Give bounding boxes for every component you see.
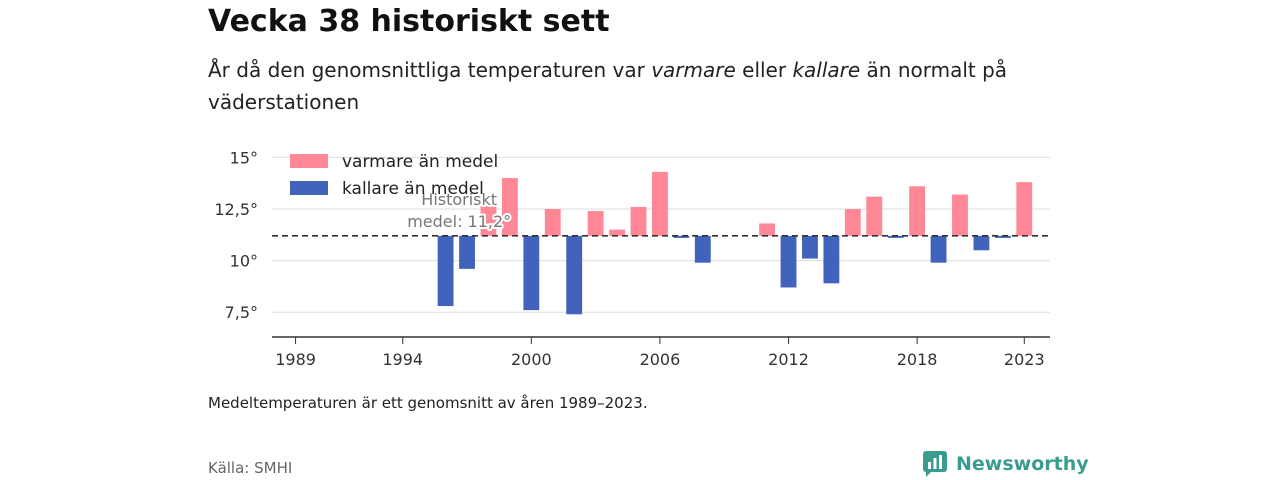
bar-cold (673, 235, 690, 238)
x-tick-label: 2023 (1004, 350, 1045, 369)
bar-warm (651, 171, 668, 236)
y-tick-label: 12,5° (214, 200, 258, 219)
bar-warm (587, 211, 604, 236)
bar-cold (566, 235, 583, 315)
bar-cold (802, 235, 818, 259)
chart-title: Vecka 38 historiskt sett (208, 4, 610, 39)
x-tick-label: 1994 (382, 350, 423, 369)
bar-warm (1016, 182, 1033, 236)
bar-cold (823, 235, 840, 284)
bar-warm (952, 194, 968, 236)
chart-source: Källa: SMHI (208, 459, 293, 477)
bar-warm (759, 223, 776, 236)
newsworthy-logo-icon (923, 451, 947, 477)
subtitle-text-1: År då den genomsnittliga temperaturen va… (208, 58, 652, 82)
x-tick-label: 1989 (275, 350, 316, 369)
x-tick-label: 2000 (511, 350, 552, 369)
bar-warm (609, 229, 625, 236)
bar-cold (523, 235, 540, 311)
bar-cold (930, 235, 947, 263)
baseline-label-line1: Historiskt (421, 190, 497, 209)
bar-warm (544, 209, 561, 236)
bar-warm (630, 206, 647, 236)
y-tick-label: 7,5° (225, 303, 258, 322)
bar-cold (780, 235, 797, 288)
bar-cold (694, 235, 711, 263)
y-tick-label: 15° (230, 148, 258, 167)
brand: Newsworthy (922, 450, 1089, 478)
subtitle-text-2: eller (735, 58, 793, 82)
bar-cold (994, 235, 1011, 238)
legend-swatch-warm (290, 154, 328, 168)
bar-warm (501, 178, 518, 236)
bar-warm (866, 196, 883, 236)
subtitle-warmer: varmare (651, 58, 736, 82)
x-tick-label: 2012 (768, 350, 809, 369)
bar-cold (459, 235, 475, 269)
bar-cold (437, 235, 454, 307)
bar-warm (909, 186, 926, 236)
bar-warm (480, 204, 497, 236)
chart-subtitle: År då den genomsnittliga temperaturen va… (208, 54, 1038, 118)
chart-note: Medeltemperaturen är ett genomsnitt av å… (208, 394, 648, 412)
y-tick-label: 10° (230, 252, 258, 271)
legend-label-cold: kallare än medel (342, 179, 484, 199)
bar-cold (887, 235, 904, 238)
x-tick-label: 2006 (640, 350, 681, 369)
x-tick-label: 2018 (897, 350, 938, 369)
subtitle-text-3: än normalt på väderstationen (208, 58, 1008, 114)
bar-warm (844, 209, 861, 236)
baseline-label-line2: medel: 11,2° (407, 212, 511, 231)
brand-name: Newsworthy (956, 453, 1089, 475)
bar-cold (973, 235, 990, 251)
subtitle-colder: kallare (792, 58, 861, 82)
legend-label-warm: varmare än medel (342, 152, 498, 172)
legend-swatch-cold (290, 181, 328, 195)
